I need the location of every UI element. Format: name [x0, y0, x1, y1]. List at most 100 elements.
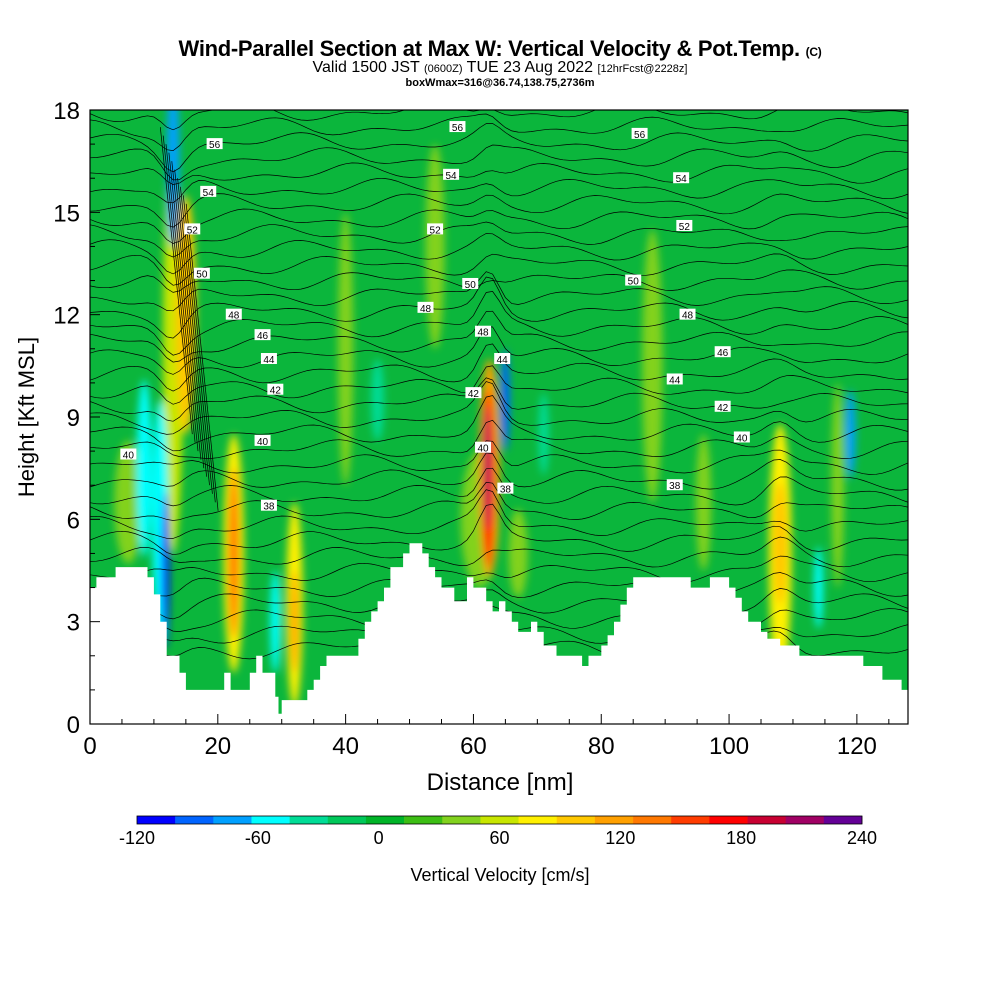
colorbar-swatch: [556, 816, 596, 824]
updraft-core: [425, 144, 445, 349]
svg-text:42: 42: [717, 403, 729, 414]
downdraft-core: [136, 379, 152, 557]
x-axis-label: Distance [nm]: [427, 769, 574, 796]
colorbar-swatch: [671, 816, 710, 824]
downdraft-core: [166, 110, 180, 247]
svg-text:38: 38: [669, 481, 681, 492]
copyright-mark: (C): [805, 45, 822, 59]
theta-label: 54: [443, 168, 460, 182]
svg-text:40: 40: [477, 444, 489, 455]
svg-text:50: 50: [465, 280, 477, 291]
colorbar-swatch: [289, 816, 329, 824]
theta-contour-line: [174, 169, 207, 477]
x-tick-label: 100: [709, 733, 749, 760]
theta-contour-line: [168, 152, 202, 460]
theta-contour-line: [185, 203, 219, 511]
theta-contour-line: [90, 467, 908, 507]
theta-contours: [90, 110, 908, 660]
updraft-core: [773, 481, 788, 605]
colorbar-swatch: [213, 816, 252, 824]
downdraft-core: [371, 359, 384, 441]
updraft-core: [831, 382, 845, 588]
theta-label: 52: [427, 223, 444, 236]
theta-label: 50: [193, 267, 210, 281]
theta-contour-line: [90, 536, 908, 568]
theta-label: 54: [673, 172, 690, 185]
x-tick-label: 120: [837, 733, 877, 760]
updraft-core: [642, 229, 663, 503]
colorbar-swatch: [785, 816, 825, 824]
theta-contour-line: [90, 377, 908, 422]
colorbar-tick-label: -60: [245, 828, 271, 848]
theta-label: 54: [200, 185, 217, 199]
svg-text:56: 56: [209, 140, 221, 151]
y-tick-label: 3: [67, 610, 80, 637]
theta-label: 42: [465, 387, 482, 400]
theta-contour-line: [90, 555, 908, 583]
theta-label: 44: [260, 353, 277, 366]
svg-text:40: 40: [736, 433, 748, 444]
theta-contour-line: [90, 343, 908, 392]
theta-label: 48: [679, 308, 696, 322]
svg-text:44: 44: [669, 375, 681, 386]
velocity-field: [114, 110, 856, 707]
colorbar-tick-label: 120: [605, 828, 635, 848]
svg-text:52: 52: [187, 225, 199, 236]
theta-contour-line: [90, 381, 908, 435]
theta-contour-line: [159, 127, 193, 435]
y-tick-label: 15: [53, 200, 80, 227]
theta-labels: 56 54 52 50 48 46 44 42 40 38 40 56 54 52 48 50 48 44 42 40…: [120, 121, 750, 513]
svg-text:52: 52: [679, 222, 691, 233]
theta-label: 48: [225, 308, 242, 322]
svg-text:56: 56: [452, 123, 464, 134]
theta-label: 56: [449, 121, 466, 134]
theta-label: 50: [625, 274, 642, 288]
colorbar-swatch: [442, 816, 481, 824]
theta-label: 44: [494, 353, 511, 366]
updraft-core: [290, 570, 299, 673]
box-info: boxWmax=316@36.74,138.75,2736m: [405, 77, 595, 89]
svg-text:38: 38: [263, 502, 275, 513]
theta-contour-line: [90, 123, 908, 173]
x-tick-label: 0: [83, 733, 96, 760]
theta-contour-line: [90, 365, 908, 405]
svg-text:40: 40: [123, 451, 135, 462]
colorbar-tick-label: -120: [119, 828, 155, 848]
colorbar-tick-label: 180: [726, 828, 756, 848]
theta-contour-line: [90, 291, 908, 356]
theta-label: 56: [206, 138, 223, 151]
downdraft-core: [270, 570, 281, 673]
theta-contour-line: [90, 419, 908, 459]
theta-contour-line: [90, 588, 908, 620]
svg-text:56: 56: [634, 130, 646, 141]
theta-contour-line: [90, 178, 908, 204]
updraft-core: [695, 434, 712, 571]
svg-text:50: 50: [196, 270, 208, 281]
chart-subtitle: Valid 1500 JST (0600Z) TUE 23 Aug 2022 […: [312, 59, 688, 76]
colorbar-tick-label: 240: [847, 828, 877, 848]
svg-text:48: 48: [477, 328, 489, 339]
theta-contour-line: [90, 276, 908, 339]
theta-label: 52: [676, 219, 693, 233]
theta-contour-line: [90, 253, 908, 286]
theta-contour-line: [182, 195, 216, 503]
theta-contour-line: [90, 572, 908, 598]
theta-contour-line: [180, 186, 213, 494]
theta-label: 46: [254, 329, 271, 342]
colorbar-swatch: [747, 816, 786, 824]
svg-text:54: 54: [203, 188, 215, 199]
svg-text:48: 48: [682, 311, 694, 322]
theta-label: 42: [267, 383, 284, 397]
svg-text:52: 52: [430, 225, 442, 236]
downdraft-core: [161, 492, 170, 649]
x-tick-label: 80: [588, 733, 615, 760]
colorbar-swatch: [404, 816, 443, 824]
colorbar-tick-label: 0: [374, 828, 384, 848]
colorbar-swatch: [709, 816, 748, 824]
updraft-core: [228, 468, 239, 639]
colorbar-label: Vertical Velocity [cm/s]: [410, 865, 589, 885]
theta-contour-line: [165, 144, 199, 452]
theta-label: 48: [417, 301, 434, 315]
theta-contour-line: [90, 271, 908, 312]
